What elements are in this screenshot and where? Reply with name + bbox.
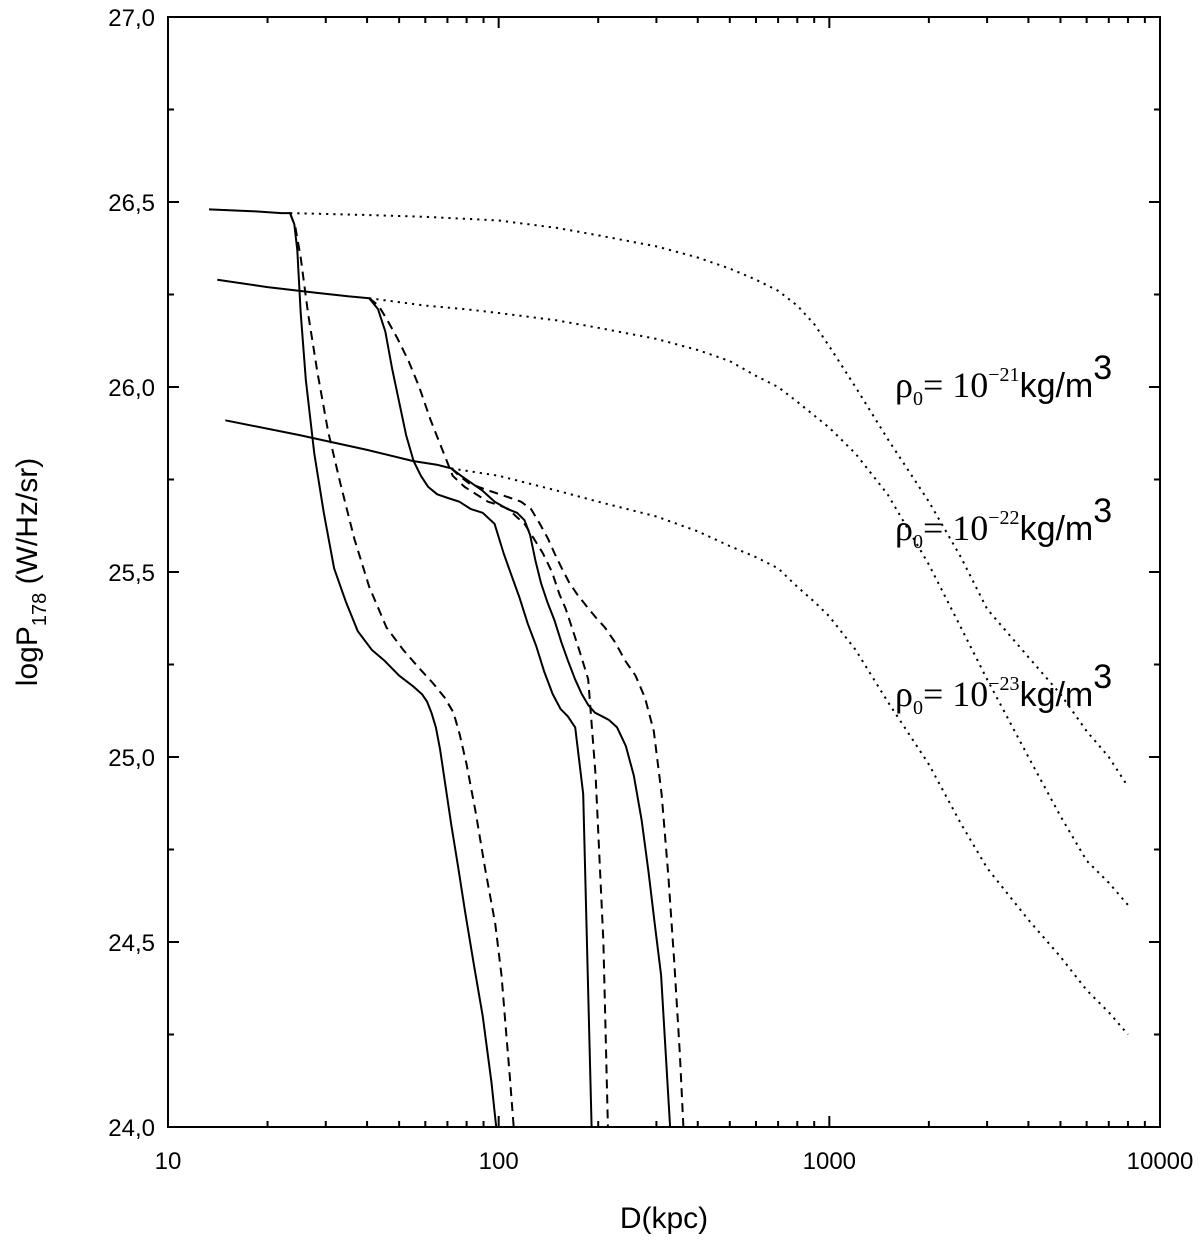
annotation-layer: ρ0= 10−21kg/m3 ρ0= 10−22kg/m3 ρ0= 10−23kg/…: [895, 349, 1112, 719]
density-label-2: ρ0= 10−22kg/m3: [895, 492, 1112, 553]
y-tick-label: 25,0: [108, 745, 155, 772]
y-tick-label: 25,5: [108, 560, 155, 587]
plot-frame: [167, 16, 1161, 1128]
y-tick-label: 24,5: [108, 930, 155, 957]
y-tick-label: 27,0: [108, 5, 155, 32]
x-tick-label: 1000: [803, 1148, 856, 1175]
x-tick-label: 10: [155, 1148, 182, 1175]
y-axis-title-main: logP: [11, 626, 44, 686]
y-tick-label: 26,0: [108, 375, 155, 402]
series-line-5-solid: [225, 419, 672, 1128]
y-tick-label: 24,0: [108, 1115, 155, 1142]
y-axis-title-subscript: 178: [29, 593, 51, 626]
x-tick-label: 100: [479, 1148, 519, 1175]
series-line-8-dotted: [369, 297, 1129, 906]
x-tick-label: 10000: [1127, 1148, 1194, 1175]
tick-layer: 10 100 1000 10000 24,0 24,5 25,0 25,5 26,0 26,5 27…: [108, 5, 1193, 1175]
y-axis-title: logP178 (W/Hz/sr): [11, 458, 51, 686]
series-line-3-solid: [217, 278, 593, 1128]
series-line-1-solid: [208, 208, 498, 1128]
series-line-6-dashed: [450, 467, 685, 1128]
series-line-2-dashed: [289, 212, 515, 1128]
x-axis-title: D(kpc): [620, 1202, 708, 1235]
svg-text:logP178 (W/Hz/sr): logP178 (W/Hz/sr): [11, 458, 51, 686]
density-label-3: ρ0= 10−23kg/m3: [895, 658, 1112, 719]
y-axis-title-unit: (W/Hz/sr): [11, 458, 44, 593]
density-label-1: ρ0= 10−21kg/m3: [895, 349, 1112, 410]
series-layer: [208, 208, 1129, 1128]
series-line-7-dotted: [290, 212, 1129, 788]
series-line-4-dashed: [368, 297, 609, 1128]
series-line-9-dotted: [451, 467, 1129, 1036]
y-tick-label: 26,5: [108, 190, 155, 217]
